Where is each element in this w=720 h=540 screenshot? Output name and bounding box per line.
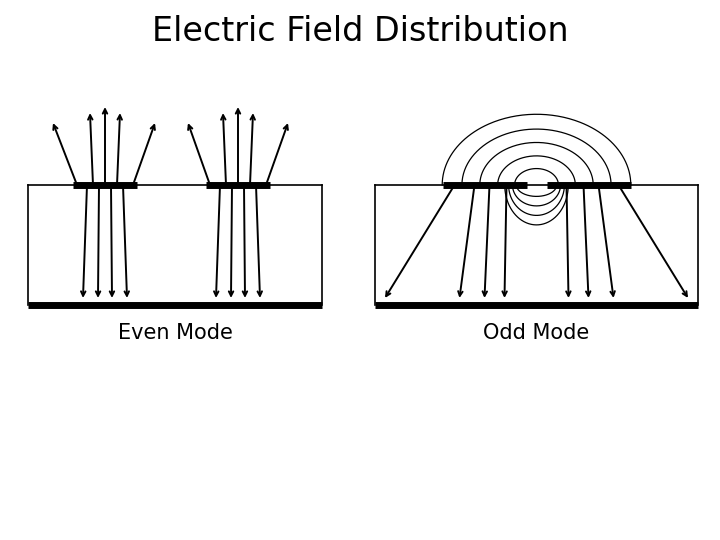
Text: Electric Field Distribution: Electric Field Distribution: [152, 15, 568, 48]
Text: Even Mode: Even Mode: [117, 323, 233, 343]
Text: Odd Mode: Odd Mode: [483, 323, 590, 343]
